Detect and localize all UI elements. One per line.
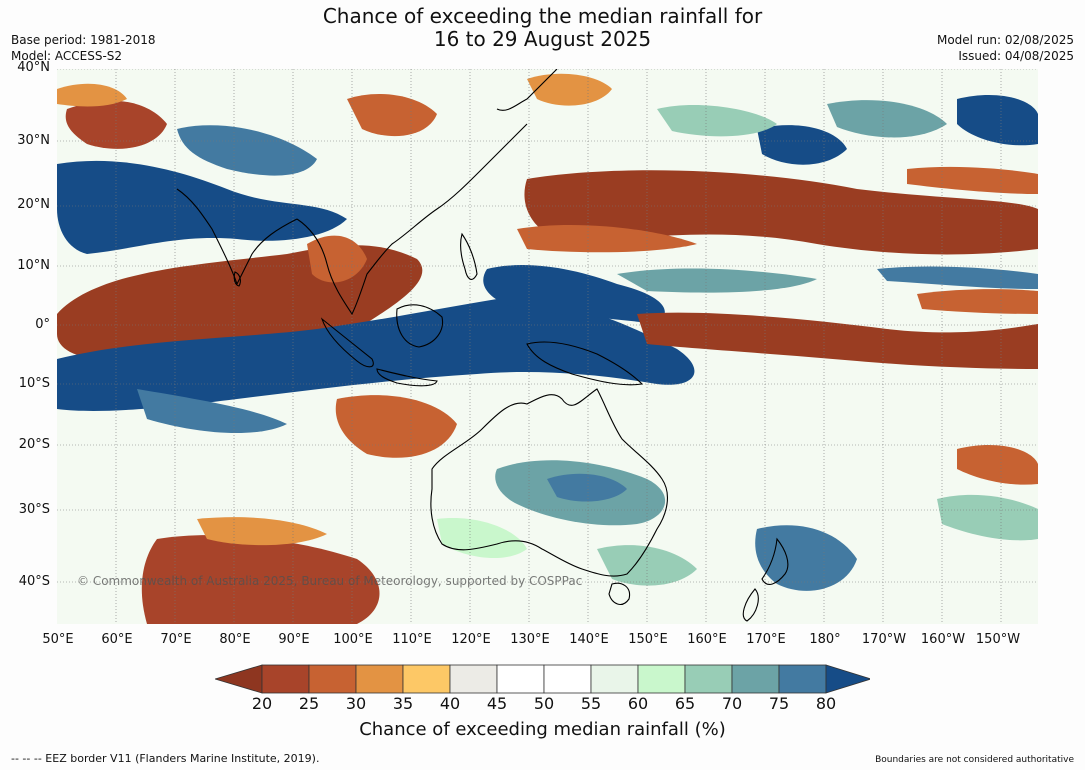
map-title-line2: 16 to 29 August 2025: [433, 27, 652, 51]
sri-lanka-coastline: [233, 271, 241, 287]
rainfall-map-canvas: [57, 69, 1038, 624]
colorbar-tick-label: 35: [392, 694, 414, 713]
meta-right: Model run: 02/08/2025 Issued: 04/08/2025: [937, 32, 1074, 64]
model-run: Model run: 02/08/2025: [936, 33, 1074, 47]
meta-left: Base period: 1981-2018 Model: ACCESS-S2: [11, 32, 156, 64]
colorbar-segment: [308, 664, 357, 694]
lat-label-30s: 30°S: [18, 502, 50, 517]
lon-label-170w: 170°W: [861, 632, 907, 647]
colorbar-segment: [449, 664, 498, 694]
model-name: Model: ACCESS-S2: [11, 49, 123, 63]
lon-label-180: 180°: [809, 632, 841, 647]
lat-label-0: 0°: [35, 317, 50, 332]
lon-label-140e: 140°E: [569, 632, 609, 647]
copyright-notice: © Commonwealth of Australia 2025, Bureau…: [77, 574, 583, 588]
rainfall-field: [57, 69, 1038, 624]
colorbar-tick-label: 30: [345, 694, 367, 713]
sumatra-coastline: [320, 317, 374, 368]
colorbar-tick-label: 50: [533, 694, 555, 713]
lon-label-120e: 120°E: [451, 632, 491, 647]
colorbar-segment: [402, 664, 451, 694]
lat-label-40n: 40°N: [17, 60, 50, 75]
colorbar: [215, 664, 870, 694]
colorbar-segment: [590, 664, 639, 694]
lon-label-150e: 150°E: [628, 632, 668, 647]
colorbar-tick-label: 70: [721, 694, 743, 713]
lon-label-160w: 160°W: [920, 632, 966, 647]
se-asia-coastline: [296, 123, 528, 316]
tasmania-coastline: [608, 582, 631, 605]
colorbar-tick-label: 55: [580, 694, 602, 713]
colorbar-segment: [731, 664, 780, 694]
colorbar-tick-label: 75: [768, 694, 790, 713]
colorbar-tick-label: 25: [298, 694, 320, 713]
lon-label-160e: 160°E: [687, 632, 727, 647]
colorbar-tick-label: 65: [674, 694, 696, 713]
lat-label-20n: 20°N: [17, 197, 50, 212]
colorbar-segment: [543, 664, 592, 694]
australia-coastline: [430, 388, 668, 577]
colorbar-segment: [637, 664, 686, 694]
borneo-coastline: [396, 304, 444, 348]
colorbar-tick-label: 60: [627, 694, 649, 713]
colorbar-extend-low: [215, 664, 263, 694]
new-guinea-coastline: [526, 341, 644, 386]
colorbar-tick-label: 45: [486, 694, 508, 713]
rainfall-map: [57, 69, 1038, 624]
colorbar-tick-label: 20: [251, 694, 273, 713]
lat-label-10s: 10°S: [18, 376, 50, 391]
colorbar-extend-high: [825, 664, 870, 694]
colorbar-segment: [778, 664, 827, 694]
colorbar-segment: [355, 664, 404, 694]
lon-label-60e: 60°E: [101, 632, 133, 647]
lat-label-30n: 30°N: [17, 133, 50, 148]
colorbar-tick-label: 80: [815, 694, 837, 713]
boundaries-disclaimer: Boundaries are not considered authoritat…: [875, 755, 1074, 765]
lon-label-130e: 130°E: [510, 632, 550, 647]
colorbar-tick-label: 40: [439, 694, 461, 713]
colorbar-segment: [261, 664, 310, 694]
colorbar-segment: [496, 664, 545, 694]
japan-coastline: [496, 69, 558, 111]
colorbar-segment: [684, 664, 733, 694]
lon-label-110e: 110°E: [392, 632, 432, 647]
philippines-coastline: [460, 232, 478, 280]
lon-label-70e: 70°E: [160, 632, 192, 647]
base-period: Base period: 1981-2018: [11, 33, 156, 47]
lat-label-10n: 10°N: [17, 258, 50, 273]
lon-label-50e: 50°E: [42, 632, 74, 647]
new-zealand-coastline: [742, 537, 789, 622]
lat-label-20s: 20°S: [18, 437, 50, 452]
java-coastline: [376, 368, 438, 387]
graticule: [57, 69, 1038, 624]
lat-label-40s: 40°S: [18, 574, 50, 589]
lon-label-100e: 100°E: [333, 632, 373, 647]
lon-label-90e: 90°E: [278, 632, 310, 647]
lon-label-80e: 80°E: [219, 632, 251, 647]
lon-label-170e: 170°E: [746, 632, 786, 647]
colorbar-label: Chance of exceeding median rainfall (%): [359, 719, 726, 740]
issued-date: Issued: 04/08/2025: [958, 49, 1074, 63]
eez-border-note: -- -- -- EEZ border V11 (Flanders Marine…: [11, 752, 320, 765]
india-coastline: [176, 188, 298, 286]
map-title-line1: Chance of exceeding the median rainfall …: [322, 4, 763, 28]
lon-label-150w: 150°W: [975, 632, 1021, 647]
coastlines: [176, 69, 789, 622]
